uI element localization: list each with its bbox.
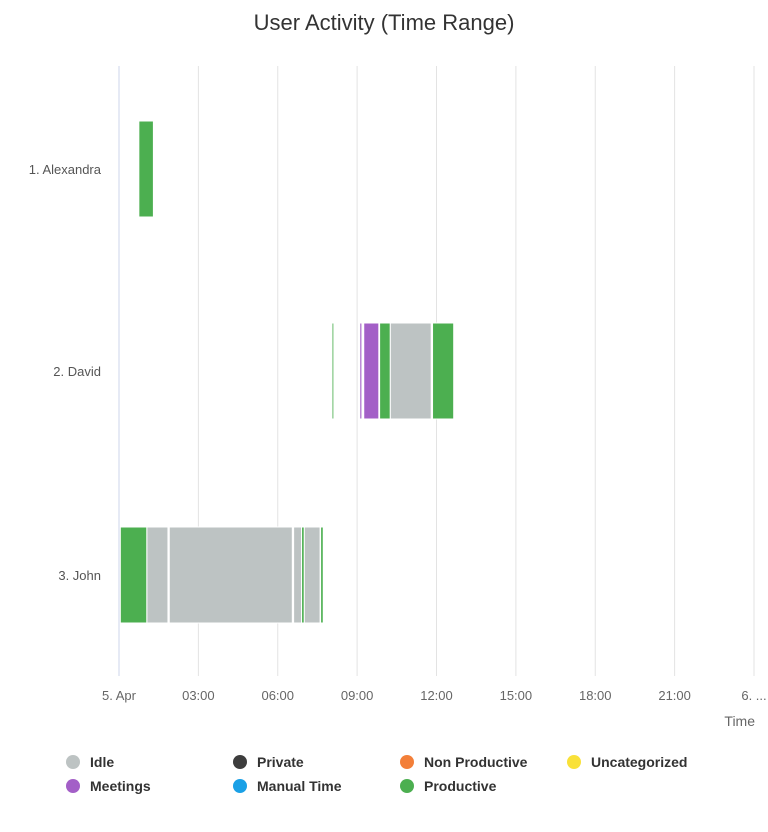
bar-layer (119, 120, 455, 624)
x-tick-label: 6. ... (741, 688, 766, 703)
bar-segment-idle[interactable] (389, 322, 432, 420)
chart-title: User Activity (Time Range) (254, 10, 515, 35)
x-tick-label: 18:00 (579, 688, 612, 703)
legend-label: Idle (90, 754, 115, 770)
y-category-label: 1. Alexandra (29, 162, 102, 177)
legend-label: Manual Time (257, 778, 342, 794)
legend-item-private[interactable]: Private (233, 754, 304, 770)
legend-label: Private (257, 754, 304, 770)
legend-label: Meetings (90, 778, 151, 794)
x-axis-labels: 5. Apr 03:00 06:00 09:00 12:00 15:00 18:00 21:0… (102, 688, 767, 703)
x-tick-label: 09:00 (341, 688, 374, 703)
legend-marker-icon (66, 779, 80, 793)
x-tick-label: 03:00 (182, 688, 215, 703)
x-tick-label: 06:00 (261, 688, 294, 703)
bar-segment-productive[interactable] (138, 120, 154, 218)
bar-segment-productive[interactable] (432, 322, 455, 420)
legend-marker-icon (233, 755, 247, 769)
bar-segment-productive[interactable] (320, 526, 324, 624)
bar-segment-idle[interactable] (293, 526, 303, 624)
x-axis-title: Time (724, 713, 755, 729)
legend-item-manual-time[interactable]: Manual Time (233, 778, 342, 794)
activity-chart: User Activity (Time Range) 1. Alexandra 2… (29, 10, 767, 729)
legend-item-non-productive[interactable]: Non Productive (400, 754, 527, 770)
legend-item-idle[interactable]: Idle (66, 754, 114, 770)
legend-item-uncategorized[interactable]: Uncategorized (567, 754, 687, 770)
bar-segment-productive[interactable] (331, 322, 335, 420)
y-category-label: 2. David (53, 364, 101, 379)
bar-segment-idle[interactable] (303, 526, 321, 624)
x-tick-label: 15:00 (500, 688, 533, 703)
bar-segment-meetings[interactable] (359, 322, 363, 420)
bar-segment-idle[interactable] (146, 526, 169, 624)
legend-marker-icon (567, 755, 581, 769)
bar-segment-productive[interactable] (301, 526, 305, 624)
legend-label: Productive (424, 778, 497, 794)
bar-segment-productive[interactable] (379, 322, 391, 420)
bar-segment-meetings[interactable] (363, 322, 380, 420)
bar-segment-productive[interactable] (119, 526, 148, 624)
y-category-label: 3. John (58, 568, 101, 583)
legend-marker-icon (400, 755, 414, 769)
x-tick-label: 12:00 (420, 688, 453, 703)
legend-marker-icon (66, 755, 80, 769)
legend-item-meetings[interactable]: Meetings (66, 778, 151, 794)
legend-label: Non Productive (424, 754, 528, 770)
legend-item-productive[interactable]: Productive (400, 778, 496, 794)
y-axis-labels: 1. Alexandra 2. David 3. John (29, 162, 102, 583)
legend-label: Uncategorized (591, 754, 688, 770)
legend-marker-icon (233, 779, 247, 793)
x-tick-label: 21:00 (658, 688, 691, 703)
bar-segment-idle[interactable] (168, 526, 293, 624)
legend-marker-icon (400, 779, 414, 793)
x-tick-label: 5. Apr (102, 688, 137, 703)
